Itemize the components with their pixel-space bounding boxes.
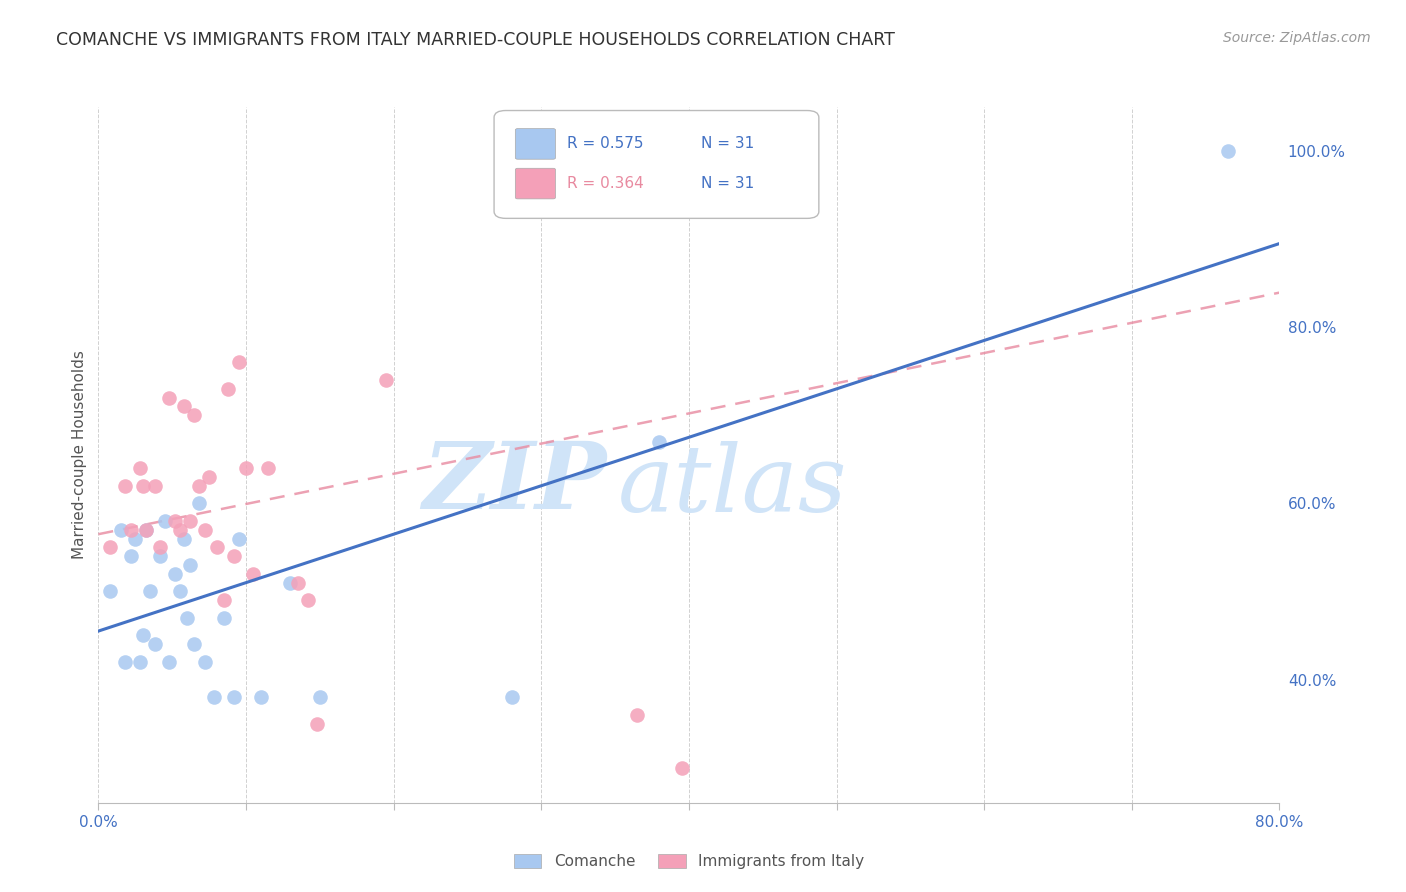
Immigrants from Italy bbox=[626, 707, 648, 722]
Immigrants from Italy bbox=[198, 470, 221, 484]
Comanche bbox=[648, 434, 671, 449]
Comanche bbox=[124, 532, 146, 546]
Immigrants from Italy bbox=[375, 373, 398, 387]
Y-axis label: Married-couple Households: Married-couple Households bbox=[72, 351, 87, 559]
Comanche bbox=[278, 575, 302, 590]
Immigrants from Italy bbox=[179, 514, 201, 528]
Comanche bbox=[173, 532, 195, 546]
Comanche bbox=[501, 690, 523, 705]
Immigrants from Italy bbox=[173, 400, 195, 414]
Immigrants from Italy bbox=[228, 355, 250, 369]
Immigrants from Italy bbox=[242, 566, 264, 581]
Text: N = 31: N = 31 bbox=[700, 136, 754, 152]
Immigrants from Italy bbox=[165, 514, 187, 528]
Immigrants from Italy bbox=[257, 461, 280, 475]
Comanche bbox=[114, 655, 136, 669]
Immigrants from Italy bbox=[135, 523, 157, 537]
Legend: Comanche, Immigrants from Italy: Comanche, Immigrants from Italy bbox=[508, 848, 870, 875]
Text: COMANCHE VS IMMIGRANTS FROM ITALY MARRIED-COUPLE HOUSEHOLDS CORRELATION CHART: COMANCHE VS IMMIGRANTS FROM ITALY MARRIE… bbox=[56, 31, 896, 49]
FancyBboxPatch shape bbox=[516, 128, 555, 159]
Immigrants from Italy bbox=[212, 593, 235, 607]
Comanche bbox=[176, 611, 198, 625]
Immigrants from Italy bbox=[187, 479, 209, 493]
Text: N = 31: N = 31 bbox=[700, 176, 754, 191]
Text: Source: ZipAtlas.com: Source: ZipAtlas.com bbox=[1223, 31, 1371, 45]
Comanche bbox=[149, 549, 172, 564]
Immigrants from Italy bbox=[98, 541, 121, 555]
Comanche bbox=[1216, 144, 1239, 158]
Comanche bbox=[120, 549, 142, 564]
Comanche bbox=[135, 523, 157, 537]
Text: R = 0.575: R = 0.575 bbox=[567, 136, 644, 152]
FancyBboxPatch shape bbox=[494, 111, 818, 219]
Text: R = 0.364: R = 0.364 bbox=[567, 176, 644, 191]
Comanche bbox=[183, 637, 205, 651]
Comanche bbox=[250, 690, 273, 705]
Comanche bbox=[179, 558, 201, 572]
Immigrants from Italy bbox=[217, 382, 239, 396]
Immigrants from Italy bbox=[114, 479, 136, 493]
Comanche bbox=[309, 690, 332, 705]
Immigrants from Italy bbox=[149, 541, 172, 555]
Text: atlas: atlas bbox=[619, 442, 848, 532]
Comanche bbox=[157, 655, 180, 669]
Immigrants from Italy bbox=[297, 593, 319, 607]
Immigrants from Italy bbox=[143, 479, 166, 493]
Immigrants from Italy bbox=[128, 461, 150, 475]
Comanche bbox=[224, 690, 246, 705]
Comanche bbox=[132, 628, 155, 642]
Comanche bbox=[139, 584, 162, 599]
Comanche bbox=[165, 566, 187, 581]
Immigrants from Italy bbox=[224, 549, 246, 564]
Immigrants from Italy bbox=[194, 523, 217, 537]
Comanche bbox=[153, 514, 176, 528]
Immigrants from Italy bbox=[169, 523, 191, 537]
Immigrants from Italy bbox=[120, 523, 142, 537]
Immigrants from Italy bbox=[183, 409, 205, 423]
Comanche bbox=[143, 637, 166, 651]
Comanche bbox=[169, 584, 191, 599]
Immigrants from Italy bbox=[132, 479, 155, 493]
Immigrants from Italy bbox=[205, 541, 228, 555]
Comanche bbox=[228, 532, 250, 546]
Immigrants from Italy bbox=[287, 575, 309, 590]
Comanche bbox=[110, 523, 132, 537]
Immigrants from Italy bbox=[305, 716, 328, 731]
Immigrants from Italy bbox=[671, 761, 693, 775]
Immigrants from Italy bbox=[235, 461, 257, 475]
Comanche bbox=[202, 690, 225, 705]
FancyBboxPatch shape bbox=[516, 169, 555, 199]
Text: ZIP: ZIP bbox=[422, 438, 606, 528]
Comanche bbox=[98, 584, 121, 599]
Comanche bbox=[187, 496, 209, 510]
Comanche bbox=[194, 655, 217, 669]
Comanche bbox=[128, 655, 150, 669]
Comanche bbox=[212, 611, 235, 625]
Immigrants from Italy bbox=[157, 391, 180, 405]
